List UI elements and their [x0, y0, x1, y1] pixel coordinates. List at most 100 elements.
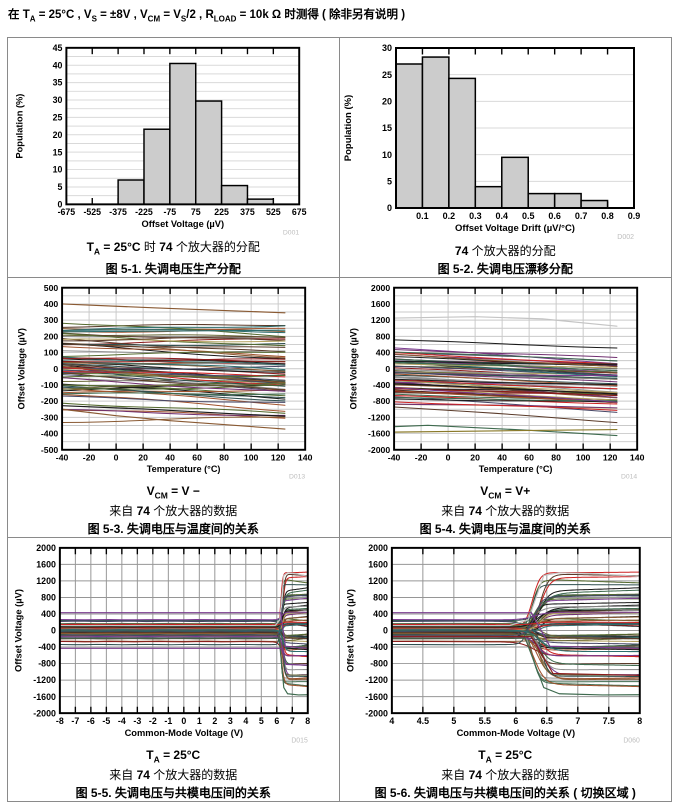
- svg-text:-2000: -2000: [365, 708, 388, 718]
- svg-text:1600: 1600: [36, 560, 56, 570]
- svg-text:1600: 1600: [371, 299, 390, 309]
- svg-text:Offset Voltage Drift (µV/°C): Offset Voltage Drift (µV/°C): [455, 223, 575, 234]
- amplifier-trace: [61, 358, 286, 363]
- amplifier-trace: [61, 388, 286, 394]
- amplifier-trace: [61, 335, 286, 341]
- svg-text:7: 7: [290, 716, 295, 726]
- svg-text:0.4: 0.4: [495, 211, 508, 221]
- svg-text:140: 140: [630, 452, 645, 462]
- text-run: = 25°C: [159, 747, 201, 762]
- figure-5-5-title: 图 5-5. 失调电压与共模电压间的关系: [75, 786, 271, 800]
- text-run: 个放大器的数据: [481, 504, 570, 518]
- amplifier-trace: [391, 612, 640, 649]
- svg-text:-200: -200: [41, 396, 59, 406]
- svg-text:400: 400: [41, 609, 56, 619]
- svg-text:D001: D001: [283, 230, 300, 237]
- subscript-text: A: [485, 754, 492, 764]
- svg-text:45: 45: [52, 43, 62, 53]
- svg-text:-1600: -1600: [368, 429, 390, 439]
- svg-text:75: 75: [191, 207, 201, 217]
- amplifier-trace: [61, 405, 286, 417]
- svg-text:40: 40: [165, 452, 175, 462]
- figure-condition-line: 来自 74 个放大器的数据: [441, 768, 569, 782]
- svg-text:35: 35: [52, 78, 62, 88]
- histogram-bar: [246, 198, 274, 205]
- amplifier-trace: [61, 329, 286, 333]
- svg-text:-3: -3: [133, 716, 141, 726]
- svg-text:-75: -75: [163, 207, 176, 217]
- amplifier-trace: [393, 428, 618, 433]
- amplifier-trace: [391, 632, 640, 681]
- svg-text:80: 80: [219, 452, 229, 462]
- figure-condition-line: 来自 74 个放大器的数据: [109, 504, 237, 518]
- svg-text:D015: D015: [291, 738, 308, 745]
- figure-condition-line: 74 个放大器的分配: [455, 244, 556, 258]
- plot-border: [394, 47, 635, 209]
- amplifier-trace: [61, 374, 286, 378]
- svg-text:Offset Voltage (µV): Offset Voltage (µV): [13, 589, 23, 672]
- figure-grid: -675 -525 -375 -225 -75 75 225 375 525 675 0 5 10 15 2…: [7, 37, 672, 802]
- text-run: T: [22, 9, 30, 21]
- text-run: 74: [454, 244, 469, 258]
- amplifier-trace: [61, 402, 286, 414]
- amplifier-trace: [393, 352, 618, 365]
- text-run: = 10k Ω 时测得 ( 除非另有说明 ): [236, 9, 406, 21]
- text-run: 个放大器的数据: [481, 768, 570, 782]
- text-run: 个放大器的数据: [149, 768, 238, 782]
- histogram-bar: [421, 56, 450, 208]
- svg-text:D060: D060: [623, 738, 640, 745]
- x-axis-ticks-top: [61, 287, 306, 294]
- amplifier-trace: [391, 609, 640, 628]
- svg-text:20: 20: [470, 452, 480, 462]
- amplifier-trace: [61, 395, 286, 403]
- figure-condition-line: TA = 25°C 时 74 个放大器的分配: [87, 240, 260, 258]
- subscript-text: A: [93, 246, 101, 256]
- svg-text:7.5: 7.5: [602, 716, 614, 726]
- x-axis-ticks-top: [58, 547, 309, 555]
- amplifier-trace: [59, 629, 308, 653]
- svg-text:-675: -675: [57, 207, 75, 217]
- svg-text:0: 0: [387, 203, 392, 213]
- svg-text:Common-Mode Voltage (V): Common-Mode Voltage (V): [124, 728, 242, 738]
- histogram-bar: [553, 192, 582, 208]
- amplifier-trace: [59, 584, 308, 646]
- subscript-text: LOAD: [213, 14, 237, 24]
- histogram-bar: [527, 192, 556, 208]
- amplifier-trace: [393, 387, 618, 403]
- svg-text:0: 0: [113, 452, 118, 462]
- svg-text:-2000: -2000: [33, 708, 56, 718]
- svg-text:-400: -400: [41, 429, 59, 439]
- histogram-bar: [117, 179, 145, 205]
- figure-cell-5-1: -675 -525 -375 -225 -75 75 225 375 525 675 0 5 10 15 2…: [8, 38, 340, 278]
- subscript-text: CM: [154, 490, 168, 500]
- amplifier-trace: [393, 377, 618, 393]
- histogram-bar: [474, 185, 503, 208]
- axis-labels: 4 4.5 5 5.5 6 6.5 7 7.5 8 -2000 -1600 -1200 -800 -400…: [345, 543, 642, 745]
- svg-text:675: 675: [292, 207, 307, 217]
- text-run: 74: [468, 504, 482, 518]
- svg-text:-1600: -1600: [33, 692, 56, 702]
- amplifier-trace: [59, 594, 308, 636]
- svg-text:0.9: 0.9: [627, 211, 640, 221]
- svg-text:-2: -2: [149, 716, 157, 726]
- amplifier-trace: [61, 392, 286, 396]
- svg-text:140: 140: [298, 452, 313, 462]
- amplifier-trace: [61, 382, 286, 390]
- subscript-text: A: [153, 754, 160, 764]
- svg-text:2: 2: [212, 716, 217, 726]
- axis-labels: -40 -20 0 20 40 60 80 100 120 140 -2000 -1600 -1200 -…: [348, 283, 644, 481]
- svg-text:Offset Voltage (µV): Offset Voltage (µV): [16, 328, 26, 409]
- svg-text:1: 1: [197, 716, 202, 726]
- axis-labels: -40 -20 0 20 40 60 80 100 120 140-500-400-300-200…: [16, 283, 312, 481]
- svg-text:Population (%): Population (%): [14, 94, 24, 159]
- amplifier-trace: [393, 397, 618, 402]
- histogram-bar: [168, 62, 197, 205]
- text-run: = 25°C: [491, 747, 533, 762]
- chart-5-2-offset-drift-histogram: 0.1 0.2 0.3 0.4 0.5 0.6 0.7 0.8 0.9 0 5 10 15 20 25 30 O…: [343, 43, 640, 241]
- svg-text:7: 7: [575, 716, 580, 726]
- text-run: T: [478, 747, 486, 762]
- svg-text:-7: -7: [71, 716, 79, 726]
- amplifier-trace: [61, 360, 286, 371]
- svg-text:Offset Voltage (µV): Offset Voltage (µV): [345, 589, 355, 672]
- subscript-text: CM: [488, 490, 502, 500]
